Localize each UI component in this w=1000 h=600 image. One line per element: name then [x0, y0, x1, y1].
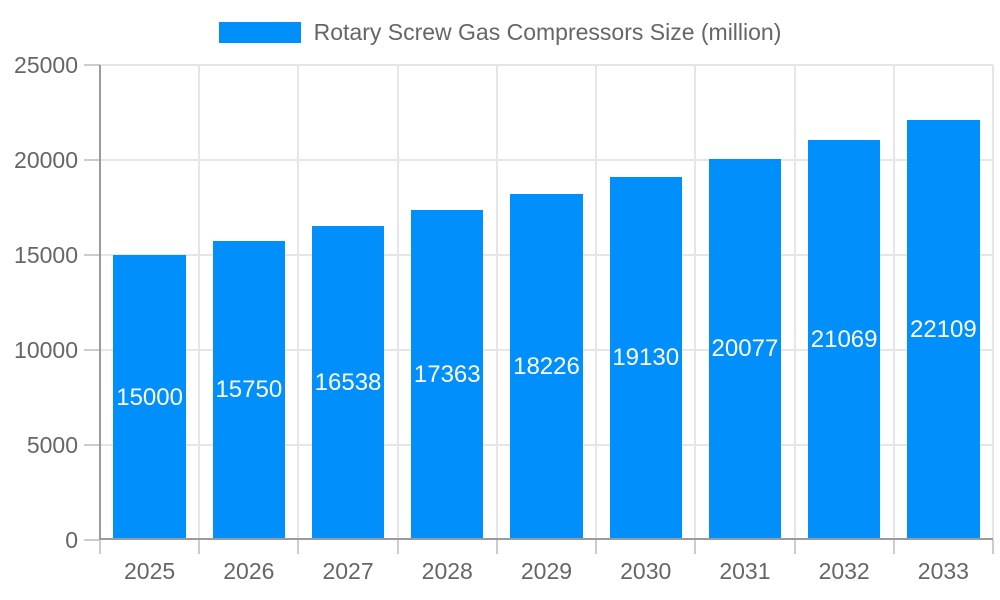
bar-value-label: 15750	[215, 376, 283, 404]
x-axis-tick-label: 2026	[223, 558, 275, 584]
gridline-vertical	[892, 65, 895, 540]
y-axis-tick-label: 25000	[14, 52, 78, 78]
x-axis-tick	[793, 540, 796, 554]
x-axis-tick	[892, 540, 895, 554]
y-axis-tick	[84, 64, 100, 66]
y-axis-tick-label: 15000	[14, 242, 78, 268]
y-axis-tick-label: 0	[65, 527, 78, 553]
x-axis-tick	[297, 540, 300, 554]
bar-2032[interactable]	[807, 139, 881, 540]
x-axis-tick	[396, 540, 399, 554]
y-axis-tick	[84, 349, 100, 351]
y-axis-line	[99, 65, 101, 552]
x-axis-tick-label: 2027	[322, 558, 374, 584]
chart-legend[interactable]: Rotary Screw Gas Compressors Size (milli…	[0, 14, 1000, 50]
x-axis-tick	[694, 540, 697, 554]
y-axis-tick	[84, 159, 100, 161]
x-axis-tick	[198, 540, 201, 554]
x-axis-tick-label: 2028	[421, 558, 473, 584]
bar-value-label: 16538	[314, 368, 382, 396]
bar-value-label: 17363	[413, 361, 481, 389]
bar-value-label: 18226	[513, 352, 580, 380]
bar-value-label: 19130	[612, 344, 680, 372]
bar-2027[interactable]	[311, 225, 385, 540]
bar-value-label: 21069	[810, 325, 878, 353]
x-axis-tick-label: 2032	[818, 558, 870, 584]
bar-2031[interactable]	[708, 158, 782, 540]
bar-2026[interactable]	[212, 240, 286, 540]
y-axis-tick	[84, 254, 100, 256]
x-axis-tick-label: 2030	[620, 558, 672, 584]
y-axis-tick	[84, 539, 100, 541]
gridline-vertical	[495, 65, 498, 540]
gridline-vertical	[595, 65, 598, 540]
bar-2030[interactable]	[609, 176, 682, 540]
x-axis-tick-label: 2029	[520, 558, 573, 584]
bar-value-label: 15000	[116, 383, 183, 411]
x-axis-tick-label: 2033	[917, 558, 969, 584]
gridline-vertical	[297, 65, 300, 540]
bar-value-label: 20077	[711, 335, 779, 363]
x-axis-line	[100, 538, 993, 540]
gridline-vertical	[793, 65, 796, 540]
bar-2029[interactable]	[510, 193, 583, 540]
gridline-horizontal	[100, 159, 993, 161]
x-axis-tick	[99, 540, 101, 554]
x-axis-tick	[595, 540, 598, 554]
gridline-horizontal	[100, 64, 993, 66]
x-axis-tick	[992, 540, 994, 554]
bar-2028[interactable]	[411, 210, 484, 540]
legend-swatch-icon	[218, 21, 301, 43]
gridline-vertical	[992, 65, 994, 540]
x-axis-tick-label: 2025	[124, 558, 176, 584]
x-axis-tick	[495, 540, 498, 554]
bar-value-label: 22109	[910, 315, 977, 343]
y-axis-tick-label: 20000	[14, 147, 78, 173]
y-axis-tick-label: 5000	[26, 432, 78, 458]
gridline-vertical	[198, 65, 201, 540]
legend-label: Rotary Screw Gas Compressors Size (milli…	[313, 18, 782, 45]
gridline-vertical	[396, 65, 399, 540]
gridline-vertical	[694, 65, 697, 540]
bar-2025[interactable]	[113, 255, 186, 540]
x-axis-tick-label: 2031	[719, 558, 771, 584]
y-axis-tick	[84, 444, 100, 446]
y-axis-tick-label: 10000	[14, 337, 78, 363]
bar-2033[interactable]	[907, 119, 980, 540]
